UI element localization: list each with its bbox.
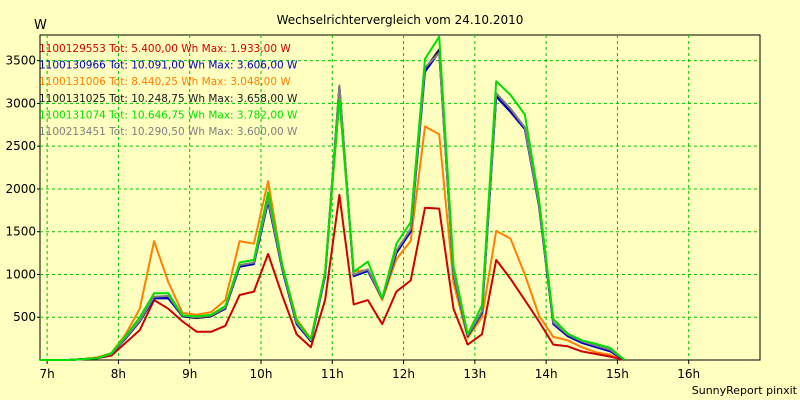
x-tick-label: 11h <box>321 367 344 381</box>
y-tick-label: 500 <box>13 310 36 324</box>
y-tick-label: 1500 <box>5 225 36 239</box>
y-tick-label: 2000 <box>5 182 36 196</box>
x-tick-label: 12h <box>392 367 415 381</box>
legend-entry-3: 1100131006 Tot: 8.440,25 Wh Max: 3.048,0… <box>39 76 291 88</box>
x-axis-ticks: 7h 8h 9h 10h 11h 12h 13h 14h 15h 16h <box>40 360 700 381</box>
legend-entry-6: 1100213451 Tot: 10.290,50 Wh Max: 3.600,… <box>39 126 298 138</box>
x-tick-label: 10h <box>250 367 273 381</box>
chart-title: Wechselrichtervergleich vom 24.10.2010 <box>277 13 524 27</box>
grid-lines <box>40 35 760 360</box>
y-axis-unit: W <box>34 18 47 33</box>
legend-entry-2: 1100130966 Tot: 10.091,00 Wh Max: 3.606,… <box>39 60 298 72</box>
x-tick-label: 16h <box>677 367 700 381</box>
legend-entry-1: 1100129553 Tot: 5.400,00 Wh Max: 1.933,0… <box>39 43 291 55</box>
x-tick-label: 7h <box>40 367 55 381</box>
x-tick-label: 13h <box>463 367 486 381</box>
footer-credit: SunnyReport pinxit <box>692 384 798 397</box>
plot-area <box>39 34 761 361</box>
x-tick-label: 15h <box>606 367 629 381</box>
y-tick-label: 2500 <box>5 139 36 153</box>
y-tick-label: 1000 <box>5 267 36 281</box>
x-tick-label: 14h <box>535 367 558 381</box>
legend-entry-5: 1100131074 Tot: 10.646,75 Wh Max: 3.782,… <box>39 109 298 121</box>
y-tick-label: 3000 <box>5 96 36 110</box>
y-tick-label: 3500 <box>5 54 36 68</box>
y-axis-ticks: 500 1000 1500 2000 2500 3000 3500 <box>5 54 40 324</box>
x-tick-label: 9h <box>182 367 197 381</box>
legend-entry-4: 1100131025 Tot: 10.248,75 Wh Max: 3.658,… <box>39 93 298 105</box>
legend: 1100129553 Tot: 5.400,00 Wh Max: 1.933,0… <box>39 43 298 138</box>
series-line-5 <box>40 35 626 361</box>
series-lines <box>40 35 626 361</box>
x-tick-label: 8h <box>111 367 126 381</box>
series-line-1 <box>40 193 625 361</box>
